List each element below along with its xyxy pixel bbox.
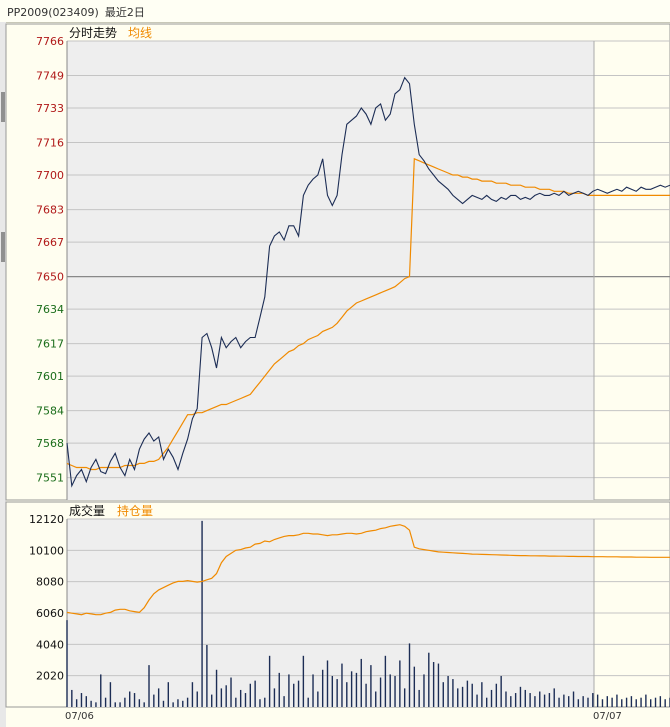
date-label: 07/07 [593, 711, 622, 722]
left-scroll-strip[interactable] [0, 22, 6, 727]
volume-tick-label: 2020 [36, 670, 64, 683]
price-line [66, 76, 670, 488]
price-tick-label: 7601 [36, 370, 64, 383]
volume-tick-label: 12120 [29, 513, 64, 526]
chart-title: PP2009(023409) 最近2日 [7, 4, 145, 20]
price-legend-label: 分时走势 [69, 26, 117, 40]
symbol-label: PP2009 [7, 6, 49, 19]
symbol-code: (023409) [48, 6, 99, 19]
day1-price-background [67, 41, 594, 500]
price-tick-label: 7568 [36, 437, 64, 450]
volume-tick-label: 10100 [29, 544, 64, 557]
date-label: 07/06 [65, 711, 94, 722]
price-tick-label: 7716 [36, 137, 64, 150]
volume-legend-label: 成交量 [69, 503, 105, 518]
volume-tick-label: 4040 [36, 638, 64, 651]
volume-tick-label: 8080 [36, 576, 64, 589]
price-tick-label: 7749 [36, 70, 64, 83]
avg-line [66, 157, 670, 471]
price-tick-label: 7667 [36, 236, 64, 249]
price-tick-label: 7683 [36, 204, 64, 217]
oi-legend-label: 持仓量 [117, 503, 153, 518]
price-tick-label: 7700 [36, 169, 64, 182]
price-tick-label: 7766 [36, 35, 64, 48]
strip-handle[interactable] [1, 232, 5, 262]
title-bar: PP2009(023409) 最近2日 [0, 0, 670, 23]
price-tick-label: 7617 [36, 338, 64, 351]
period-label: 最近2日 [104, 6, 145, 19]
price-tick-label: 7650 [36, 271, 64, 284]
volume-tick-label: 6060 [36, 607, 64, 620]
price-tick-label: 7634 [36, 303, 64, 316]
strip-handle[interactable] [1, 92, 5, 122]
price-tick-label: 7551 [36, 472, 64, 485]
price-tick-label: 7733 [36, 102, 64, 115]
price-tick-label: 7584 [36, 405, 64, 418]
oi-line [66, 524, 670, 616]
avg-legend-label: 均线 [128, 26, 152, 40]
